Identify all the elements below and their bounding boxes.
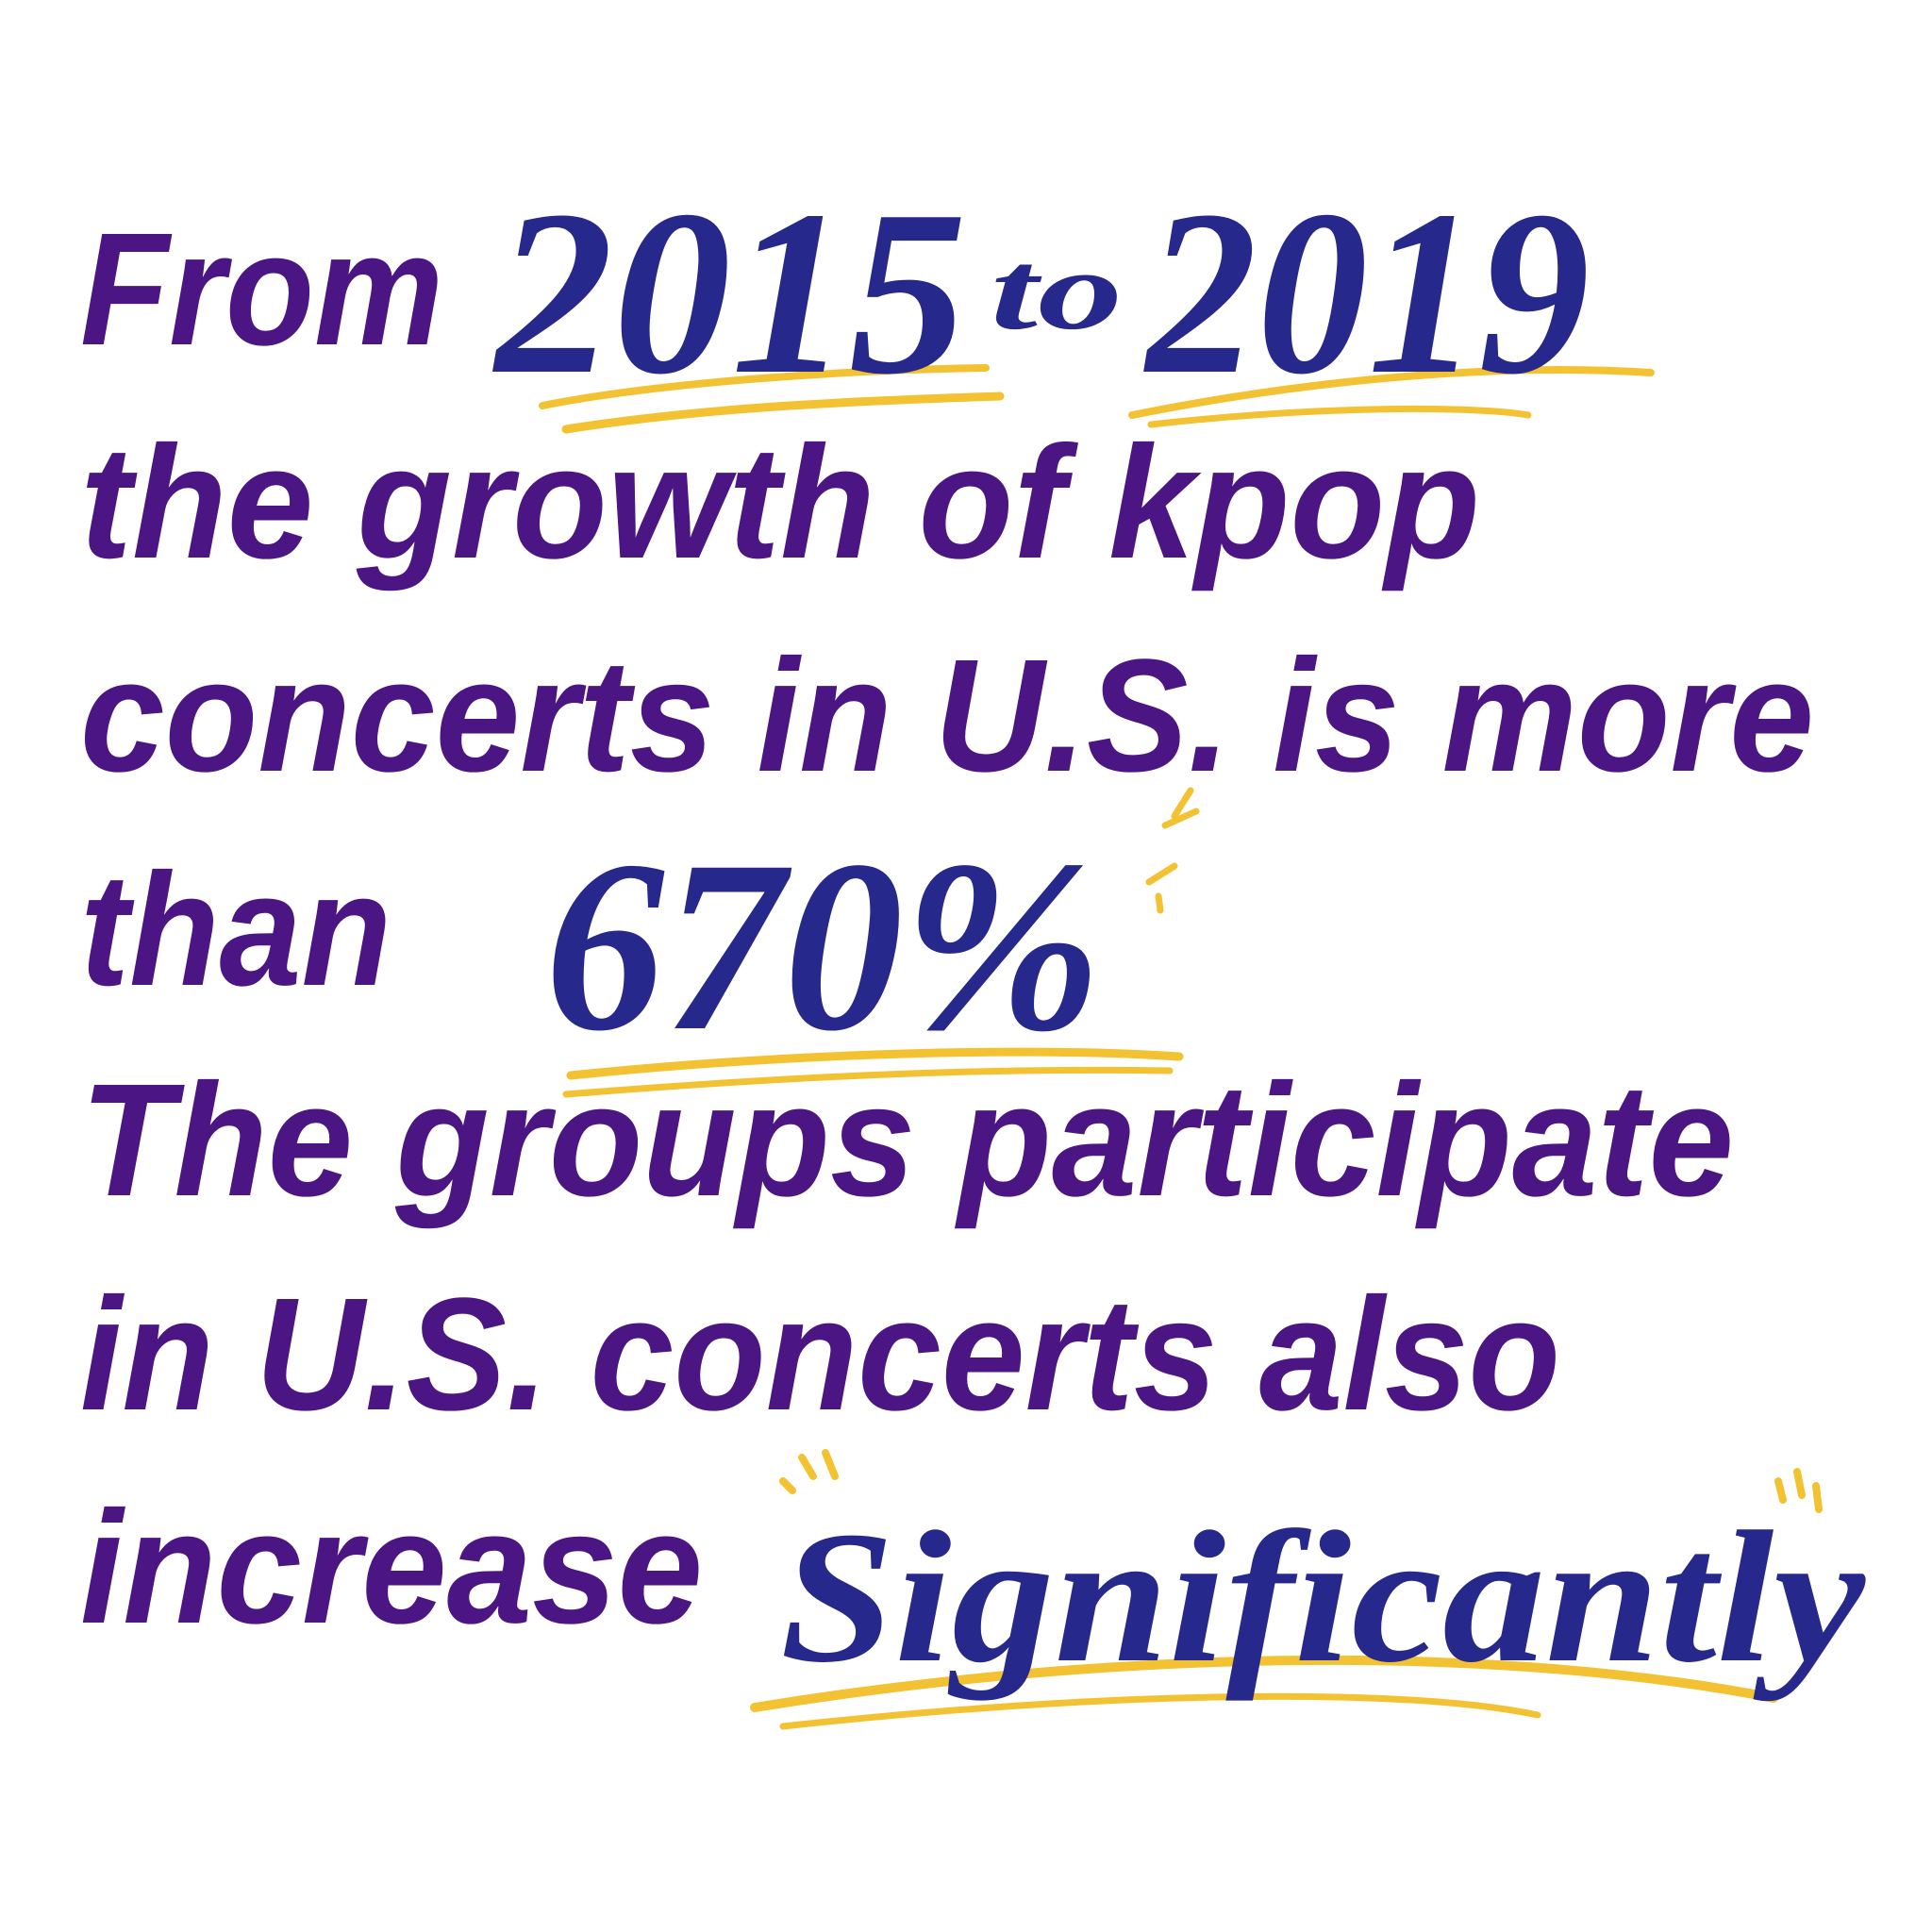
underlines (539, 364, 1823, 1730)
text-handwritten: Significantly (780, 1493, 1866, 1702)
text-handwritten: 670% (545, 810, 1102, 1082)
text-handwritten: 2015 (491, 162, 967, 424)
text-bold: increase (80, 1478, 703, 1657)
text-handwritten: 2019 (1142, 162, 1590, 424)
text-bold: than (80, 841, 391, 1020)
text-bold: concerts in U.S. is more (80, 626, 1814, 806)
text-bold: the growth of kpop (80, 413, 1480, 592)
text-handwritten: to (991, 227, 1123, 353)
text-bold: From (80, 200, 443, 379)
text-bold: in U.S. concerts also (80, 1265, 1560, 1444)
text-bold: The groups participate (80, 1051, 1734, 1230)
